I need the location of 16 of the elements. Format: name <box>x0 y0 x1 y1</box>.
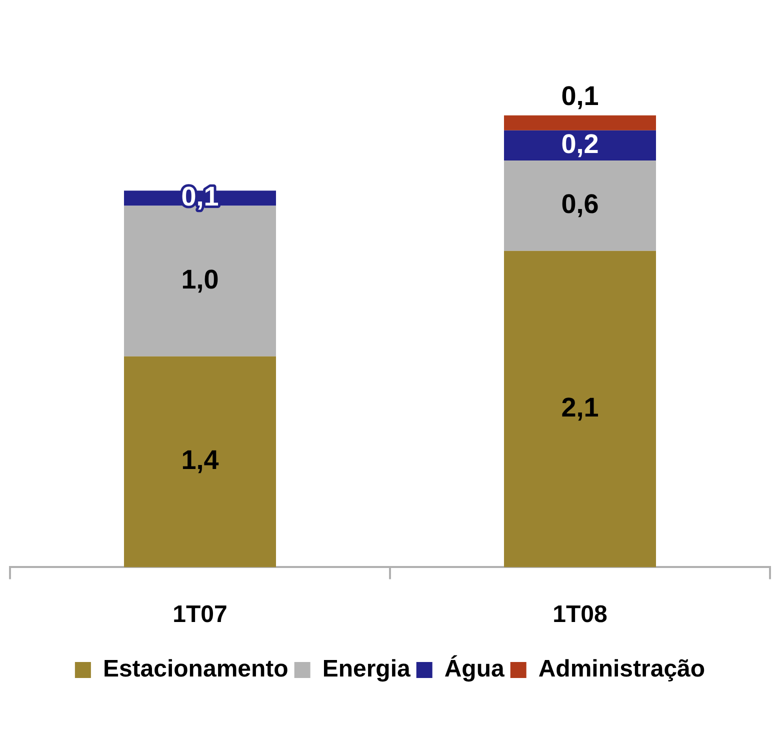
data-label: 0,6 <box>561 189 599 220</box>
data-label: 1,0 <box>181 264 219 294</box>
data-label: 0,1 <box>561 80 599 111</box>
data-label: 0,2 <box>561 128 599 159</box>
bar <box>504 115 656 130</box>
legend-label: Administração <box>538 656 706 683</box>
bar <box>504 250 656 568</box>
legend-label: Energia <box>322 656 411 683</box>
data-label: 1,4 <box>181 445 219 476</box>
data-label: 2,1 <box>561 392 599 422</box>
x-tick-label: 1T08 <box>552 601 608 628</box>
bar <box>124 356 276 568</box>
x-tick-label: 1T07 <box>172 601 228 628</box>
bar <box>504 160 656 251</box>
legend-label: Estacionamento <box>102 656 288 683</box>
legend-label: Água <box>444 654 505 683</box>
